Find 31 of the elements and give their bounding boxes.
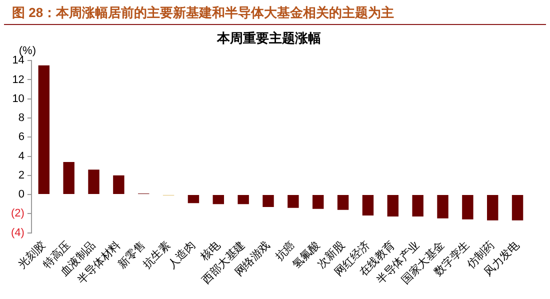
chart-subtitle: 图 28：本周涨幅居前的主要新基建和半导体大基金相关的主题为主 [4, 0, 546, 25]
bar [288, 195, 299, 208]
bar [38, 65, 50, 194]
bar [188, 195, 200, 204]
y-tick-label: 4 [18, 150, 24, 162]
y-tick-label: 6 [18, 131, 24, 144]
y-tick-label: (2) [10, 208, 24, 220]
y-axis-title: (%) [18, 45, 36, 58]
y-tick-label: 8 [18, 112, 24, 124]
y-tick-label: 10 [12, 92, 24, 105]
y-tick-label: (4) [10, 226, 24, 239]
y-tick-label: 14 [12, 54, 24, 67]
bar [387, 195, 399, 217]
chart-title: 本周重要主题涨幅 [216, 30, 321, 46]
bar [88, 170, 100, 194]
bar [337, 195, 349, 210]
y-tick-label: 12 [12, 74, 24, 86]
bar [462, 195, 474, 220]
bar [113, 175, 124, 194]
bar [437, 195, 448, 218]
bar [412, 195, 424, 217]
bar [262, 195, 274, 207]
bar [487, 195, 498, 220]
bar [362, 195, 374, 216]
bar [512, 195, 524, 220]
bar [312, 195, 324, 209]
bar [63, 162, 74, 194]
y-tick-label: 0 [18, 188, 24, 201]
bar [238, 195, 249, 204]
bar [212, 195, 224, 204]
y-tick-label: 2 [18, 169, 24, 182]
